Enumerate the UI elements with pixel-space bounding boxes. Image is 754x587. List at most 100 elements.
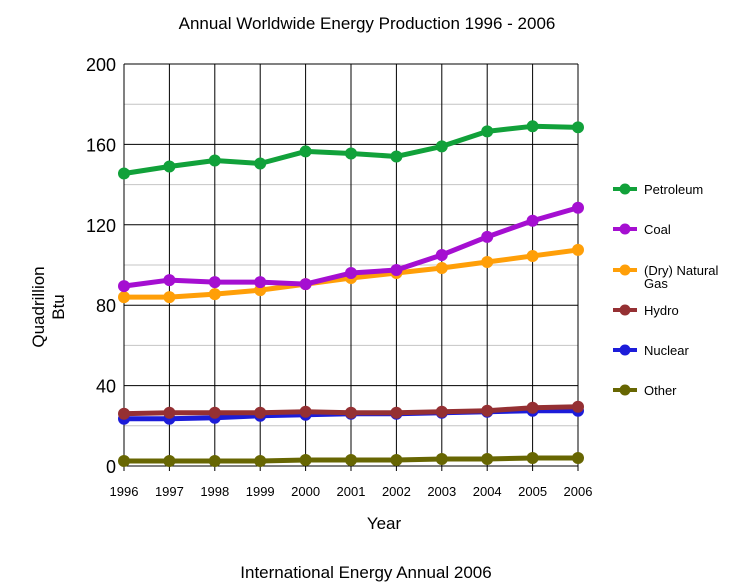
data-point-petroleum [254,157,267,170]
data-point-hydro [390,406,403,419]
legend-marker [619,264,631,276]
data-point-coal [299,278,312,291]
x-axis-label: Year [367,514,402,533]
y-axis-label-line-1: Quadrillion [29,266,48,347]
data-point-petroleum [526,120,539,133]
data-point-petroleum [390,150,403,163]
legend-label: Hydro [644,303,679,318]
y-tick-label: 120 [86,216,116,236]
data-point-coal [118,280,130,293]
data-point-petroleum [572,121,584,134]
x-tick-label: 2006 [564,484,593,499]
legend-label: Coal [644,222,671,237]
y-tick-label: 0 [106,457,116,477]
series-coal [118,201,584,293]
legend-item-nuclear: Nuclear [613,343,689,358]
legend-label: Other [644,383,677,398]
y-tick-label: 40 [96,377,116,397]
data-point-other [345,453,357,466]
legend-marker [619,384,631,396]
x-tick-label: 2001 [337,484,366,499]
data-point-other [435,452,448,465]
data-point-hydro [118,407,130,420]
data-point-other [254,454,267,467]
data-point-coal [345,267,357,280]
y-axis-label-line-2: Btu [49,294,68,320]
data-point-hydro [254,406,267,419]
data-point-coal [390,264,403,277]
data-point-other [572,451,584,464]
data-point-hydro [435,405,448,418]
data-point-other [481,452,494,465]
data-point-coal [208,276,221,289]
data-point-dry-natural-gas [163,291,176,304]
data-point-coal [526,214,539,227]
data-point-hydro [526,401,539,414]
x-tick-label: 1997 [155,484,184,499]
data-point-dry-natural-gas [118,291,130,304]
x-tick-label: 1996 [110,484,139,499]
legend-label: Gas [644,276,668,291]
data-point-other [526,451,539,464]
chart-title: Annual Worldwide Energy Production 1996 … [179,14,556,33]
source-caption: International Energy Annual 2006 [240,563,491,582]
data-point-hydro [481,404,494,417]
series-hydro [118,400,584,420]
data-point-hydro [163,406,176,419]
data-point-petroleum [163,160,176,173]
x-tick-label: 2005 [518,484,547,499]
data-point-coal [254,276,267,289]
data-point-dry-natural-gas [481,255,494,268]
legend-marker [619,304,631,316]
data-point-hydro [572,400,584,413]
data-point-coal [435,248,448,261]
data-point-hydro [208,406,221,419]
data-point-dry-natural-gas [435,262,448,275]
data-point-other [118,454,130,467]
data-point-other [390,453,403,466]
data-point-coal [163,274,176,287]
data-point-petroleum [118,167,130,180]
x-tick-label: 2004 [473,484,502,499]
legend-item-petroleum: Petroleum [613,182,703,197]
y-tick-label: 160 [86,135,116,155]
series-petroleum [118,120,584,180]
data-point-petroleum [345,147,357,160]
data-point-petroleum [481,125,494,138]
legend-item-coal: Coal [613,222,671,237]
legend-item-hydro: Hydro [613,303,679,318]
data-point-petroleum [208,154,221,167]
legend-marker [619,344,631,356]
data-point-coal [481,230,494,243]
y-tick-label: 200 [86,55,116,75]
legend-label: Nuclear [644,343,689,358]
data-point-other [208,454,221,467]
data-point-other [163,454,176,467]
y-axis-label: Quadrillion Btu [29,266,68,347]
series-lines [118,120,584,467]
data-point-dry-natural-gas [572,243,584,256]
x-tick-label: 2002 [382,484,411,499]
y-tick-labels: 0 40 80 120 160 200 [86,55,116,477]
data-point-petroleum [435,140,448,153]
data-point-dry-natural-gas [208,288,221,301]
series-other [118,451,584,467]
legend-label: Petroleum [644,182,703,197]
data-point-dry-natural-gas [526,249,539,262]
legend-item-other: Other [613,383,677,398]
legend-marker [619,183,631,195]
x-tick-label: 2000 [291,484,320,499]
data-point-hydro [345,406,357,419]
x-tick-label: 1999 [246,484,275,499]
x-tick-label: 2003 [427,484,456,499]
x-tick-label: 1998 [200,484,229,499]
data-point-coal [572,201,584,214]
data-point-petroleum [299,145,312,158]
x-tick-labels: 1996 1997 1998 1999 2000 2001 2002 2003 2004 2005… [110,484,593,499]
data-point-hydro [299,405,312,418]
data-point-other [299,453,312,466]
legend-marker [619,223,631,235]
